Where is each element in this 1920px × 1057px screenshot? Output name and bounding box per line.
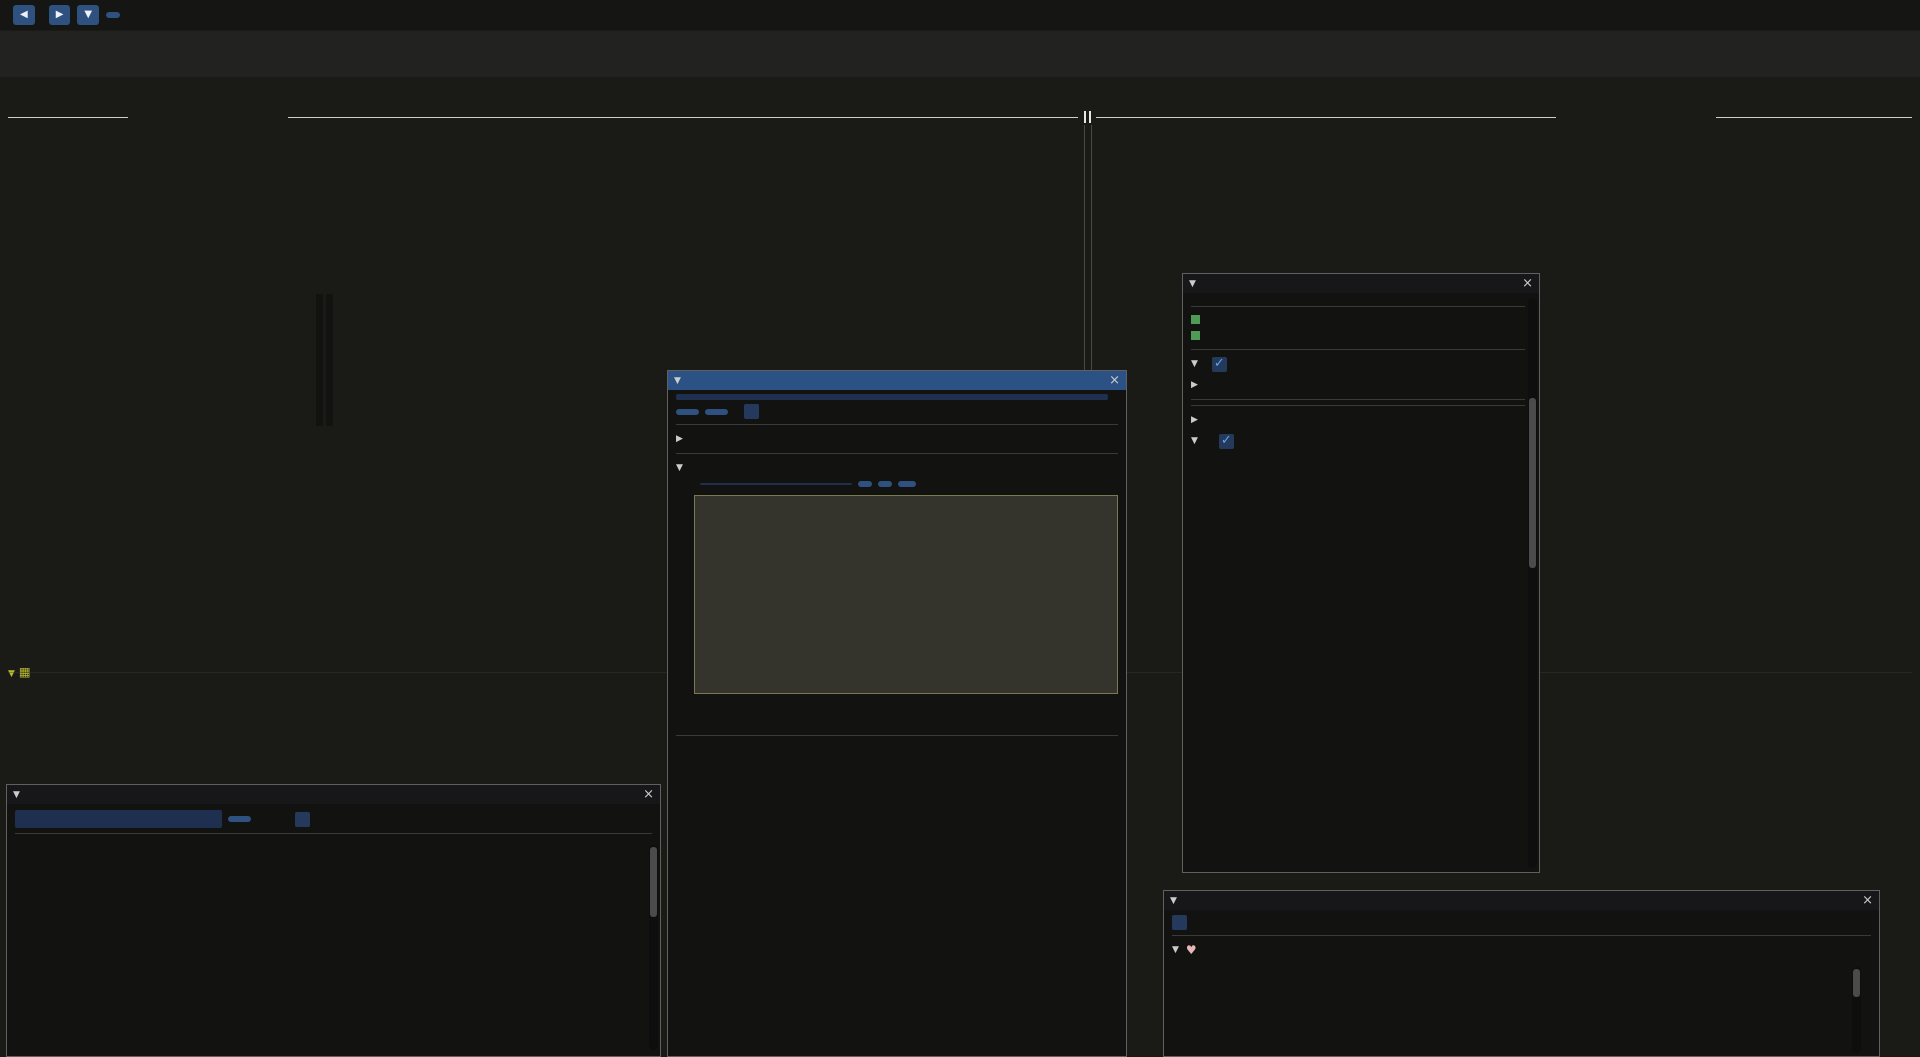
- collapse-icon[interactable]: ▼: [1189, 278, 1196, 289]
- memory-titlebar[interactable]: ▼ ×: [1164, 891, 1879, 910]
- memory-usage-icon: ▦: [18, 664, 31, 679]
- zone-info-titlebar[interactable]: ▼ ×: [1183, 274, 1539, 293]
- zone-column-shade: [326, 294, 333, 426]
- restrict-time-checkbox[interactable]: [1172, 915, 1187, 930]
- allocations-list-row[interactable]: ▶: [1191, 380, 1198, 390]
- group-children-checkbox[interactable]: [1218, 432, 1234, 450]
- statistics-scrollbar[interactable]: [649, 845, 658, 1050]
- frame-boundary-line: [1084, 125, 1085, 425]
- close-icon[interactable]: ×: [1522, 276, 1533, 291]
- next-frame-button[interactable]: ▶: [48, 5, 71, 25]
- memory-scrollbar[interactable]: [1852, 967, 1861, 1053]
- statistics-titlebar[interactable]: ▼ ×: [7, 785, 660, 804]
- find-button[interactable]: [676, 408, 699, 415]
- relative-time-checkbox[interactable]: [1211, 355, 1227, 373]
- limit-range-checkbox[interactable]: [295, 811, 310, 827]
- frame-overview-strip[interactable]: [0, 31, 1920, 77]
- close-icon[interactable]: ×: [643, 787, 654, 802]
- frame-line: [288, 117, 1078, 118]
- histogram-axis: [694, 694, 1118, 716]
- frame-boundary-line: [1091, 125, 1092, 425]
- heartbeat-icon: ♥: [1185, 943, 1197, 957]
- find-zone-histogram[interactable]: [694, 495, 1118, 694]
- memory-usage-header[interactable]: ▼ ▦: [8, 664, 31, 679]
- reset-button[interactable]: [898, 481, 916, 487]
- zone-column-shade: [316, 294, 323, 426]
- statistics-window: ▼ ×: [6, 784, 661, 1057]
- clear-filter-button[interactable]: [228, 816, 251, 822]
- histogram-range-row: [694, 716, 1118, 730]
- frame-separator: [1089, 111, 1091, 123]
- collapse-icon[interactable]: ▼: [674, 375, 681, 386]
- zone-info-scrollbar[interactable]: [1528, 298, 1537, 868]
- zone-trace-row[interactable]: ▶: [1191, 415, 1198, 425]
- filter-zones-input[interactable]: [15, 810, 222, 828]
- wait-regions-row[interactable]: ▼: [1191, 355, 1525, 373]
- search-input[interactable]: [676, 394, 1108, 400]
- collapse-icon[interactable]: ▼: [1170, 895, 1177, 906]
- find-zone-titlebar[interactable]: ▼ ×: [668, 371, 1126, 390]
- frame-menu-button[interactable]: ▼: [77, 5, 100, 25]
- prev-frame-button[interactable]: ◀: [13, 5, 35, 25]
- frame-markers-row[interactable]: [0, 109, 1920, 125]
- child-zones-row[interactable]: ▼: [1191, 432, 1525, 450]
- collapse-icon[interactable]: ▼: [13, 789, 20, 800]
- frame-line: [1716, 117, 1912, 118]
- location-color-swatch: [1191, 315, 1200, 324]
- find-zone-window: ▼ × ▶ ▼: [667, 370, 1127, 1057]
- frame-line: [8, 117, 128, 118]
- thread-color-swatch: [1191, 331, 1200, 340]
- matched-source-locations-row[interactable]: ▶: [676, 434, 683, 444]
- histogram-tree-row[interactable]: ▼: [676, 463, 683, 473]
- zone-info-window: ▼ × ▼ ▶ ▶ ▼: [1182, 273, 1540, 873]
- active-allocations-row[interactable]: ▼ ♥: [1172, 943, 1197, 957]
- min-bin-input[interactable]: [700, 483, 852, 485]
- close-icon[interactable]: ×: [1109, 373, 1120, 388]
- main-toolbar: ◀ ▶ ▼: [0, 0, 1920, 30]
- frame-separator: [1084, 111, 1086, 123]
- ignore-case-checkbox[interactable]: [744, 404, 759, 419]
- clear-button[interactable]: [705, 408, 728, 415]
- increase-bin-button[interactable]: [878, 481, 892, 487]
- close-icon[interactable]: ×: [1862, 893, 1873, 908]
- frame-line: [1096, 117, 1556, 118]
- memory-window: ▼ × ▼ ♥: [1163, 890, 1880, 1057]
- decrease-bin-button[interactable]: [858, 481, 872, 487]
- goto-frame-button[interactable]: [106, 12, 121, 18]
